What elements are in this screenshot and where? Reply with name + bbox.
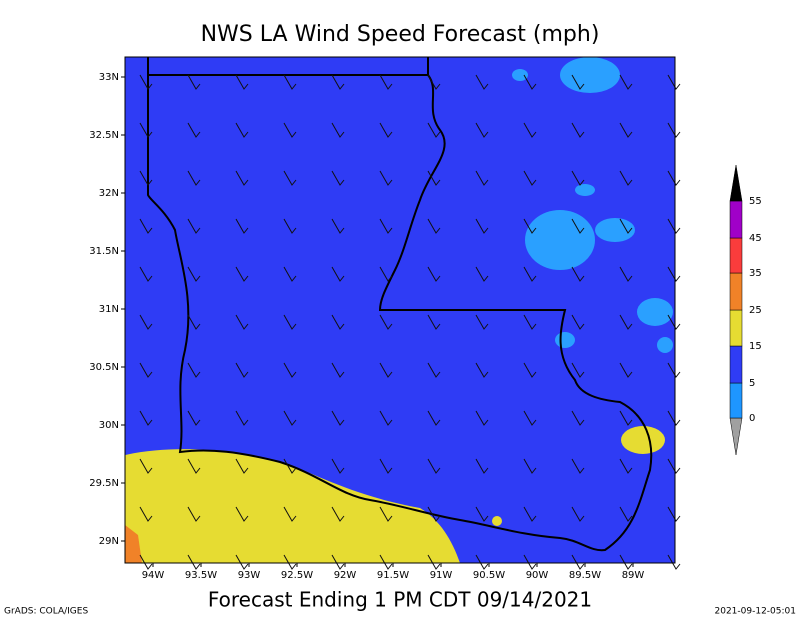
colorbar-label: 0: [749, 413, 755, 424]
lon-label: 94W: [142, 570, 165, 581]
colorbar: 0 5 15 25 35 45 55: [729, 164, 762, 456]
lat-label: 32N: [99, 188, 119, 199]
lon-label: 91.5W: [377, 570, 409, 581]
lon-label: 92.5W: [281, 570, 313, 581]
map-area: [124, 56, 681, 570]
lon-label: 93W: [238, 570, 261, 581]
map-frame: [124, 56, 676, 564]
state-border: [147, 57, 429, 75]
colorbar-segment: [729, 309, 743, 347]
colorbar-segment: [729, 345, 743, 384]
axes: 94W 93.5W 93W 92.5W 92W 91.5W 91W 90.5W 90W 89.5W…: [89, 72, 644, 581]
colorbar-label: 35: [749, 268, 762, 279]
lat-label: 31.5N: [89, 246, 119, 257]
lat-label: 33N: [99, 72, 119, 83]
lat-label: 30.5N: [89, 362, 119, 373]
colorbar-low: [729, 417, 743, 456]
higher-wind-zone: [125, 525, 142, 563]
colorbar-label: 25: [749, 305, 762, 316]
state-outline: [147, 74, 653, 552]
caption: Forecast Ending 1 PM CDT 09/14/2021: [208, 588, 592, 612]
lat-label: 32.5N: [89, 130, 119, 141]
high-wind-zone: [492, 516, 502, 526]
lon-label: 89.5W: [569, 570, 601, 581]
credit: GrADS: COLA/IGES: [4, 607, 88, 617]
lon-label: 93.5W: [185, 570, 217, 581]
lat-label: 30N: [99, 420, 119, 431]
colorbar-segment: [729, 237, 743, 274]
timestamp: 2021-09-12-05:01: [715, 607, 797, 617]
lon-label: 90.5W: [473, 570, 505, 581]
colorbar-segment: [729, 200, 743, 239]
title: NWS LA Wind Speed Forecast (mph): [201, 22, 600, 47]
colorbar-label: 5: [749, 378, 755, 389]
high-wind-zone: [125, 449, 460, 563]
high-wind-zone: [621, 426, 665, 454]
lat-label: 31N: [99, 304, 119, 315]
lat-label: 29N: [99, 536, 119, 547]
colorbar-segment: [729, 382, 743, 419]
lon-label: 91W: [430, 570, 453, 581]
lon-label: 89W: [622, 570, 645, 581]
colorbar-label: 15: [749, 341, 762, 352]
lon-label: 90W: [526, 570, 549, 581]
colorbar-label: 45: [749, 233, 762, 244]
colorbar-segment: [729, 272, 743, 311]
colorbar-label: 55: [749, 196, 762, 207]
lon-label: 92W: [334, 570, 357, 581]
wind-barbs: [139, 74, 681, 570]
lat-label: 29.5N: [89, 478, 119, 489]
colorbar-high: [729, 164, 743, 202]
